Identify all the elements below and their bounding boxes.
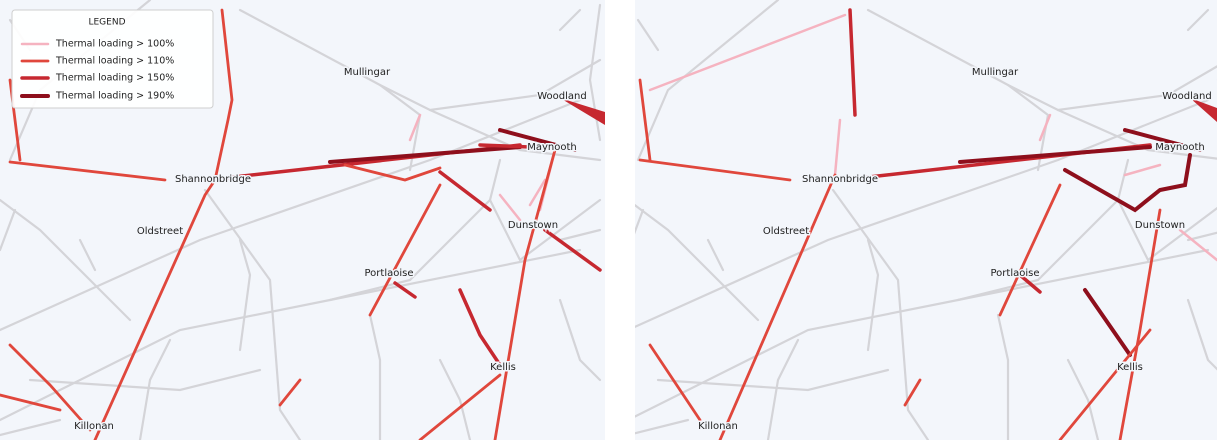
- place-label: Kellis: [1117, 362, 1143, 373]
- line: [438, 170, 492, 212]
- line: [0, 393, 62, 412]
- place-label: Kellis: [490, 362, 516, 373]
- right-panel: Mullingar Woodland Maynooth Shannonbridg…: [635, 0, 1217, 440]
- place-label: Dunstown: [1135, 220, 1185, 231]
- place-label: Portlaoise: [365, 268, 414, 279]
- place-label: Oldstreet: [763, 226, 809, 237]
- legend-entry: Thermal loading > 100%: [55, 39, 174, 50]
- line: [393, 281, 417, 299]
- line: [1123, 128, 1202, 152]
- line: [8, 160, 167, 182]
- line: [498, 128, 577, 152]
- line: [528, 178, 547, 207]
- line: [560, 98, 605, 125]
- line: [848, 8, 857, 117]
- place-label: Mullingar: [972, 67, 1019, 78]
- place-label: Killonan: [74, 421, 114, 432]
- place-label: Shannonbridge: [802, 174, 878, 185]
- legend-entry: Thermal loading > 150%: [55, 73, 174, 84]
- line: [1018, 273, 1042, 294]
- place-label: Dunstown: [508, 220, 558, 231]
- place-label: Killonan: [698, 421, 738, 432]
- place-label: Oldstreet: [137, 226, 183, 237]
- place-label: Shannonbridge: [175, 174, 251, 185]
- line: [498, 193, 522, 222]
- line: [833, 118, 842, 177]
- line: [718, 173, 837, 440]
- legend: LEGEND Thermal loading > 100% Thermal lo…: [11, 9, 214, 109]
- line: [543, 228, 602, 272]
- line: [93, 8, 234, 440]
- legend-entry: Thermal loading > 190%: [55, 91, 174, 102]
- line: [8, 343, 92, 432]
- left-panel: Mullingar Woodland Maynooth Shannonbridg…: [0, 0, 605, 440]
- line: [638, 158, 792, 182]
- legend-box: [11, 9, 214, 109]
- line: [458, 288, 502, 367]
- line: [1058, 328, 1152, 440]
- place-label: Mullingar: [344, 67, 391, 78]
- line: [998, 183, 1062, 317]
- line: [418, 373, 502, 440]
- line: [638, 78, 652, 162]
- line: [648, 343, 702, 422]
- line: [648, 13, 847, 92]
- place-label: Portlaoise: [991, 268, 1040, 279]
- line: [478, 143, 557, 150]
- line: [408, 113, 422, 142]
- line: [1178, 228, 1217, 262]
- line: [493, 148, 557, 440]
- place-label: Maynooth: [527, 142, 577, 153]
- line: [328, 145, 522, 164]
- place-label: Woodland: [537, 91, 586, 102]
- line: [368, 183, 442, 317]
- line: [1063, 153, 1192, 213]
- line: [1038, 113, 1052, 142]
- place-label: Maynooth: [1155, 142, 1205, 153]
- line: [903, 378, 922, 407]
- line: [1083, 288, 1132, 357]
- line: [278, 378, 302, 407]
- place-label: Woodland: [1162, 91, 1211, 102]
- legend-title: LEGEND: [88, 18, 125, 28]
- line: [958, 145, 1152, 164]
- legend-entry: Thermal loading > 110%: [55, 56, 174, 67]
- line: [1118, 208, 1162, 440]
- line: [343, 163, 442, 182]
- line: [1190, 98, 1217, 122]
- line: [1123, 163, 1162, 177]
